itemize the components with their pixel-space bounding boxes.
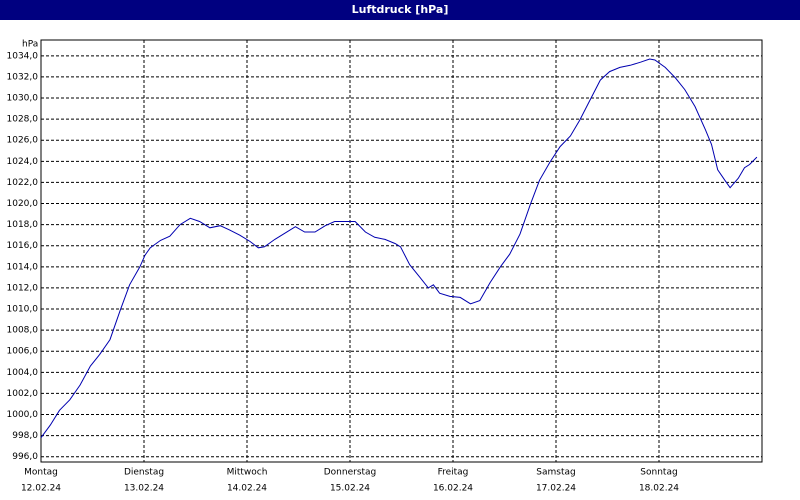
y-tick-label: 998,0 — [12, 431, 38, 441]
y-tick-label: 1026,0 — [7, 136, 39, 146]
data-line — [40, 58, 758, 438]
y-tick-label: 1006,0 — [7, 347, 39, 357]
x-tick-label: Freitag — [438, 468, 469, 478]
x-tick-date: 14.02.24 — [227, 484, 267, 494]
y-tick-label: 1020,0 — [7, 199, 39, 209]
x-tick-label: Montag — [24, 468, 58, 478]
x-tick-date: 15.02.24 — [330, 484, 370, 494]
x-tick-date: 12.02.24 — [21, 484, 61, 494]
x-tick-date: 18.02.24 — [639, 484, 679, 494]
y-tick-label: 1016,0 — [7, 241, 39, 251]
x-tick-label: Dienstag — [124, 468, 164, 478]
plot-frame — [40, 39, 763, 463]
y-tick-label: 1018,0 — [7, 220, 39, 230]
y-tick-label: 1028,0 — [7, 115, 39, 125]
x-tick-label: Samstag — [536, 468, 575, 478]
y-tick-label: 1002,0 — [7, 389, 39, 399]
y-tick-label: 1024,0 — [7, 157, 39, 167]
y-tick-label: 1022,0 — [7, 178, 39, 188]
y-tick-label: 1032,0 — [7, 72, 39, 82]
y-tick-label: 1034,0 — [7, 51, 39, 61]
y-tick-label: 1000,0 — [7, 410, 39, 420]
y-tick-label: 1008,0 — [7, 326, 39, 336]
title-bar — [0, 0, 800, 20]
x-tick-date: 13.02.24 — [124, 484, 164, 494]
y-tick-label: 1030,0 — [7, 94, 39, 104]
x-tick-date: 16.02.24 — [433, 484, 473, 494]
y-tick-label: 996,0 — [12, 452, 38, 462]
x-tick-label: Mittwoch — [227, 468, 268, 478]
x-tick-label: Sonntag — [640, 468, 677, 478]
y-tick-label: 1004,0 — [7, 368, 39, 378]
x-tick-date: 17.02.24 — [536, 484, 576, 494]
y-unit: hPa — [22, 40, 38, 50]
y-tick-label: 1014,0 — [7, 262, 39, 272]
y-tick-label: 1010,0 — [7, 305, 39, 315]
chart-title: Luftdruck [hPa] — [352, 3, 449, 16]
x-tick-label: Donnerstag — [324, 468, 377, 478]
y-tick-label: 1012,0 — [7, 283, 39, 293]
